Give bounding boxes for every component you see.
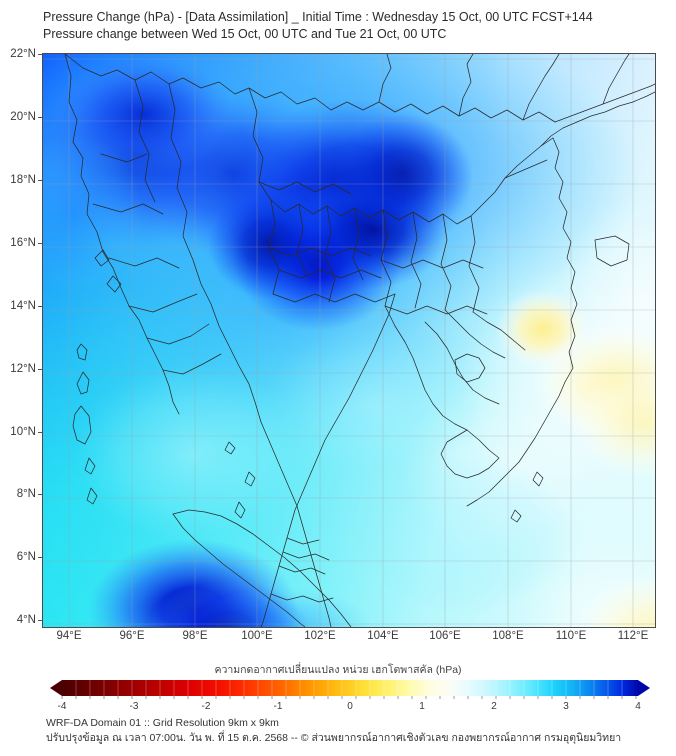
- colorbar-min-arrow: [50, 680, 62, 696]
- x-tick-8: 110°E: [555, 630, 587, 642]
- colorbar-svg: [50, 680, 650, 699]
- map-plot-area: [42, 53, 656, 628]
- y-tick-0: 22°N: [10, 48, 36, 60]
- y-tick-3: 16°N: [10, 237, 36, 249]
- colorbar-tick-labels: -4 -3 -2 -1 0 1 2 3 4: [50, 699, 650, 715]
- chart-title-block: Pressure Change (hPa) - [Data Assimilati…: [43, 9, 653, 43]
- y-tick-1: 20°N: [10, 111, 36, 123]
- pressure-change-heatmap: [43, 54, 655, 627]
- x-tick-9: 112°E: [617, 630, 649, 642]
- x-axis-labels: 94°E 96°E 98°E 100°E 102°E 104°E 106°E 1…: [42, 630, 656, 648]
- cbar-tick-2: -2: [201, 701, 211, 712]
- x-tick-7: 108°E: [492, 630, 524, 642]
- y-tick-2: 18°N: [10, 174, 36, 186]
- cbar-tick-3: -1: [273, 701, 283, 712]
- cbar-tick-8: 4: [635, 701, 641, 712]
- coastline-borders: [64, 54, 655, 627]
- y-tick-8: 6°N: [16, 551, 36, 563]
- cbar-tick-6: 2: [491, 701, 497, 712]
- cbar-tick-5: 1: [419, 701, 425, 712]
- colorbar: [50, 677, 650, 699]
- x-tick-5: 104°E: [367, 630, 399, 642]
- x-tick-6: 106°E: [429, 630, 461, 642]
- y-tick-4: 14°N: [10, 300, 36, 312]
- footer-attribution: ปรับปรุงข้อมูล ณ เวลา 07:00น. วัน พ. ที่…: [46, 732, 622, 744]
- x-tick-4: 102°E: [304, 630, 336, 642]
- page-subtitle: Pressure change between Wed 15 Oct, 00 U…: [43, 27, 447, 41]
- y-axis-labels: 22°N 20°N 18°N 16°N 14°N 12°N 10°N 8°N 6…: [0, 48, 42, 628]
- x-tick-1: 96°E: [119, 630, 145, 642]
- page-title: Pressure Change (hPa) - [Data Assimilati…: [43, 10, 593, 24]
- footer-model-info: WRF-DA Domain 01 :: Grid Resolution 9km …: [46, 717, 279, 729]
- colorbar-max-arrow: [638, 680, 650, 696]
- colorbar-gradient: [62, 680, 638, 696]
- colorbar-title: ความกดอากาศเปลี่ยนแปลง หน่วย เฮกโตพาสคัล…: [214, 664, 462, 676]
- y-tick-7: 8°N: [16, 488, 36, 500]
- cbar-tick-4: 0: [347, 701, 353, 712]
- footer-block: WRF-DA Domain 01 :: Grid Resolution 9km …: [46, 716, 666, 746]
- x-tick-0: 94°E: [56, 630, 82, 642]
- x-tick-3: 100°E: [241, 630, 273, 642]
- cbar-tick-1: -3: [129, 701, 139, 712]
- map-frame: [42, 53, 656, 628]
- y-tick-6: 10°N: [10, 426, 36, 438]
- x-tick-2: 98°E: [182, 630, 208, 642]
- y-tick-9: 4°N: [16, 614, 36, 626]
- cbar-tick-7: 3: [563, 701, 569, 712]
- y-tick-5: 12°N: [10, 363, 36, 375]
- cbar-tick-0: -4: [57, 701, 67, 712]
